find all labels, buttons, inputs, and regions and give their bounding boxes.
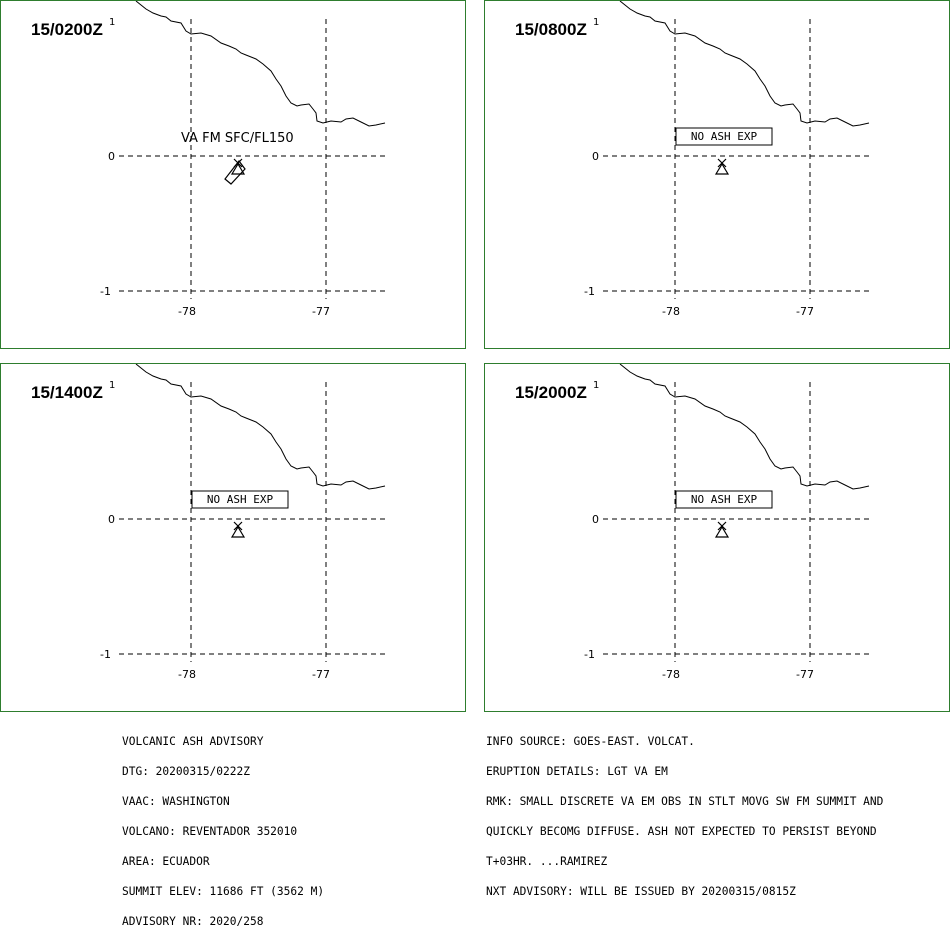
graticule [119,382,385,662]
volcano-icon [714,521,730,538]
lat-tick-label: 0 [592,513,599,526]
map-svg: 0 -1 -78 -77 15/1400Z 1 NO ASH EXP [31,364,386,681]
graticule [603,382,869,662]
time-superscript: 1 [109,380,115,391]
lat-tick-label: -1 [100,285,111,298]
lon-tick-label: -77 [796,668,814,681]
coastline [135,364,386,490]
advisory-details-right: INFO SOURCE: GOES-EAST. VOLCAT. ERUPTION… [486,717,883,907]
advisory-line: VOLCANO: REVENTADOR 352010 [122,825,298,838]
no-ash-label-box: NO ASH EXP [675,127,773,146]
no-ash-label-box: NO ASH EXP [191,490,289,509]
advisory-line: RMK: SMALL DISCRETE VA EM OBS IN STLT MO… [486,795,884,808]
valid-time-label: 15/2000Z [515,383,587,402]
lat-tick-label: 0 [592,150,599,163]
volcano-icon [230,521,246,538]
graticule [119,19,385,299]
advisory-line: INFO SOURCE: GOES-EAST. VOLCAT. [486,735,695,748]
lon-tick-label: -77 [312,305,330,318]
advisory-line: ADVISORY NR: 2020/258 [122,915,264,928]
ash-level-label: VA FM SFC/FL150 [181,131,294,146]
lon-tick-label: -78 [178,305,196,318]
lon-tick-label: -78 [178,668,196,681]
lat-tick-label: -1 [100,648,111,661]
advisory-line: QUICKLY BECOMG DIFFUSE. ASH NOT EXPECTED… [486,825,877,838]
advisory-line: DTG: 20200315/0222Z [122,765,250,778]
lon-tick-label: -78 [662,668,680,681]
lat-tick-label: -1 [584,648,595,661]
advisory-line: ERUPTION DETAILS: LGT VA EM [486,765,668,778]
map-panel-4: 0 -1 -78 -77 15/2000Z 1 NO ASH EXP [484,363,950,712]
map-svg: 0 -1 -78 -77 15/0800Z 1 NO ASH EXP [515,1,870,318]
no-ash-label: NO ASH EXP [691,493,758,506]
advisory-line: VOLCANIC ASH ADVISORY [122,735,264,748]
advisory-header-left: VOLCANIC ASH ADVISORY DTG: 20200315/0222… [122,717,324,937]
advisory-line: NXT ADVISORY: WILL BE ISSUED BY 20200315… [486,885,796,898]
lat-tick-label: -1 [584,285,595,298]
lat-tick-label: 0 [108,513,115,526]
time-superscript: 1 [593,17,599,28]
map-panel-1: 0 -1 -78 -77 15/0200Z 1 VA FM SFC/FL150 [0,0,466,349]
coastline [619,364,870,490]
advisory-line: SUMMIT ELEV: 11686 FT (3562 M) [122,885,325,898]
lon-tick-label: -77 [796,305,814,318]
advisory-line: AREA: ECUADOR [122,855,210,868]
map-svg: 0 -1 -78 -77 15/2000Z 1 NO ASH EXP [515,364,870,681]
ash-cloud-polygon [224,160,246,185]
graticule [603,19,869,299]
valid-time-label: 15/1400Z [31,383,103,402]
no-ash-label: NO ASH EXP [207,493,274,506]
map-svg: 0 -1 -78 -77 15/0200Z 1 VA FM SFC/FL150 [31,1,386,318]
valid-time-label: 15/0800Z [515,20,587,39]
no-ash-label: NO ASH EXP [691,130,758,143]
coastline [135,1,386,127]
time-superscript: 1 [593,380,599,391]
map-panel-2: 0 -1 -78 -77 15/0800Z 1 NO ASH EXP [484,0,950,349]
lon-tick-label: -77 [312,668,330,681]
map-panel-3: 0 -1 -78 -77 15/1400Z 1 NO ASH EXP [0,363,466,712]
volcano-icon [714,158,730,175]
lon-tick-label: -78 [662,305,680,318]
advisory-line: VAAC: WASHINGTON [122,795,230,808]
valid-time-label: 15/0200Z [31,20,103,39]
lat-tick-label: 0 [108,150,115,163]
no-ash-label-box: NO ASH EXP [675,490,773,509]
time-superscript: 1 [109,17,115,28]
coastline [619,1,870,127]
advisory-line: T+03HR. ...RAMIREZ [486,855,608,868]
